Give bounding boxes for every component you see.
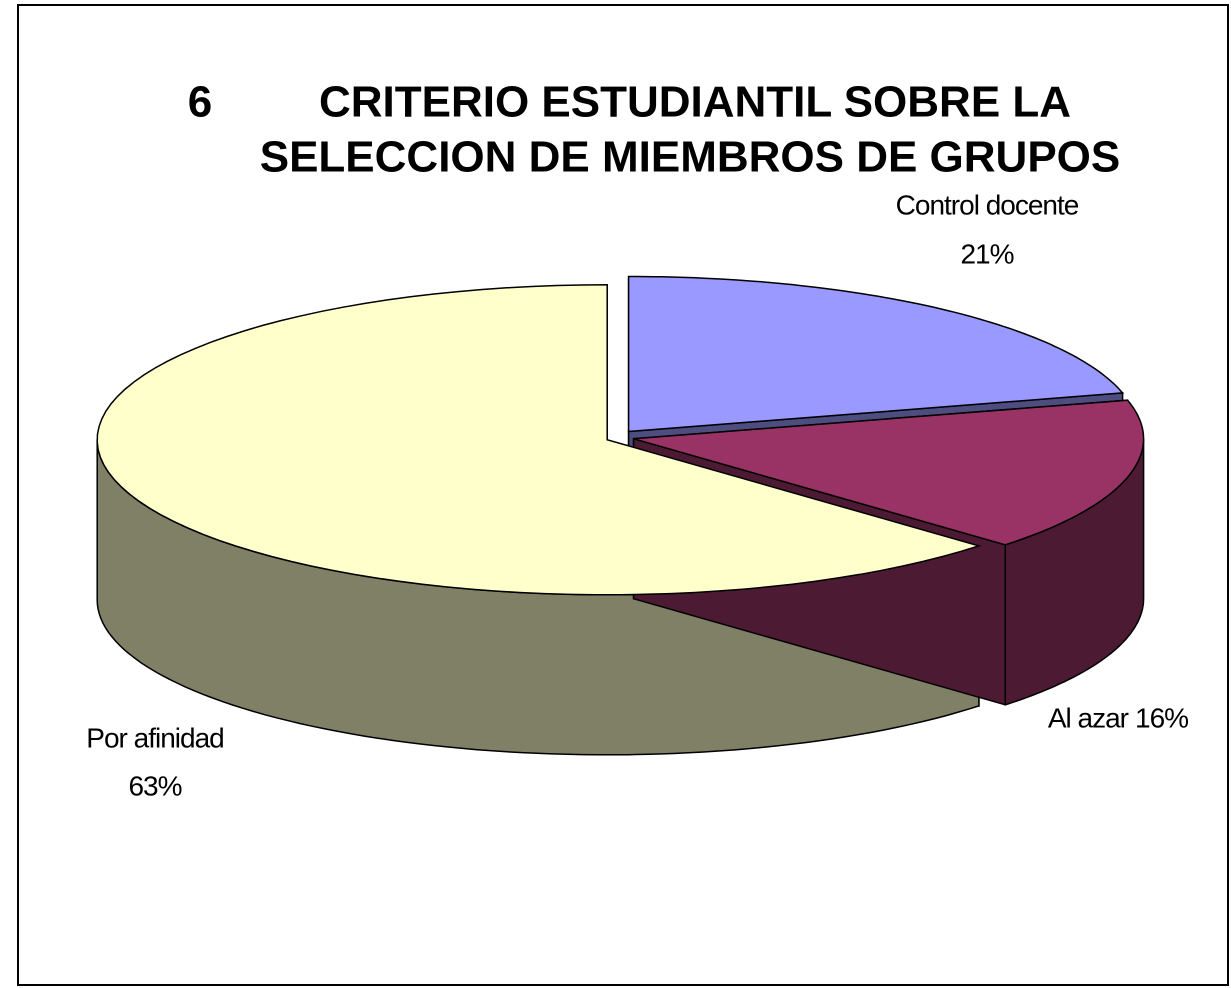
slice-value-label: 63% <box>128 770 181 801</box>
slice-label: Al azar <box>1048 702 1129 733</box>
slice <box>96 284 982 596</box>
slice-value-label: 16% <box>1135 702 1188 733</box>
chart-title: SELECCION DE MIEMBROS DE GRUPOS <box>260 133 1121 182</box>
slice-value-label: 21% <box>960 238 1013 269</box>
slice-label: Control docente <box>896 189 1079 220</box>
chart-title-number: 6 <box>188 78 212 127</box>
chart-title: CRITERIO ESTUDIANTIL SOBRE LA <box>319 78 1071 127</box>
slice <box>627 275 1125 433</box>
slice-label: Por afinidad <box>86 722 223 753</box>
slice <box>633 399 1145 546</box>
